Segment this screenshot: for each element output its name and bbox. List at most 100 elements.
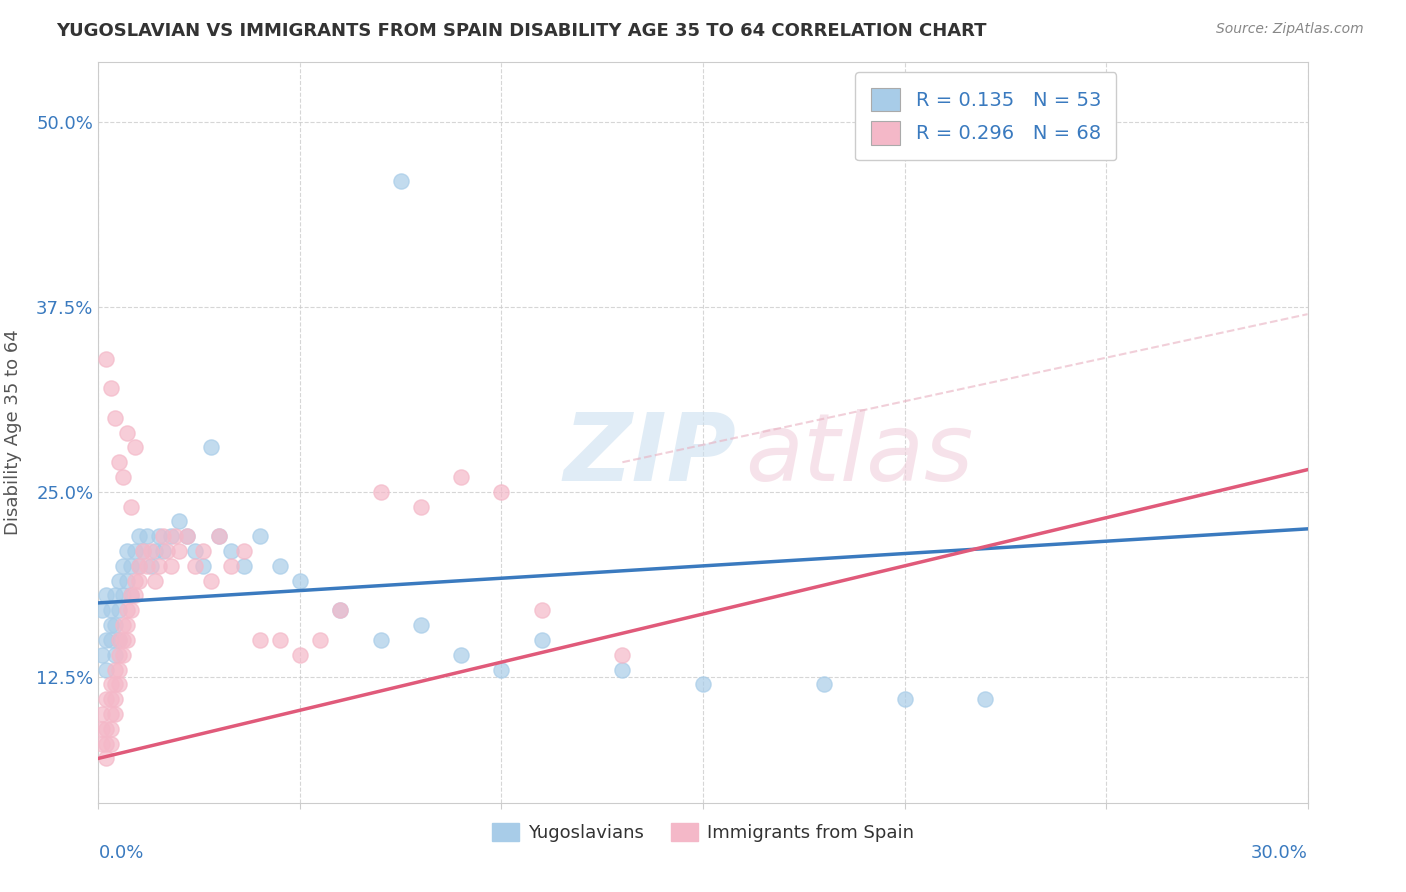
Point [132, 544, 155, 558]
Point [329, 603, 352, 617]
Text: ZIP: ZIP [564, 409, 737, 500]
Point [96, 663, 118, 677]
Point [389, 174, 412, 188]
Point [370, 484, 392, 499]
Point [491, 484, 513, 499]
Point [288, 574, 311, 588]
Point [103, 410, 125, 425]
Point [103, 663, 125, 677]
Point [249, 632, 271, 647]
Point [139, 544, 162, 558]
Legend: R = 0.135   N = 53, R = 0.296   N = 68: R = 0.135 N = 53, R = 0.296 N = 68 [855, 72, 1116, 161]
Point [103, 618, 125, 632]
Point [128, 529, 150, 543]
Point [612, 663, 634, 677]
Point [111, 618, 134, 632]
Point [167, 544, 190, 558]
Point [132, 544, 155, 558]
Point [208, 529, 231, 543]
Point [111, 648, 134, 662]
Point [124, 441, 146, 455]
Point [96, 632, 118, 647]
Point [176, 529, 198, 543]
Point [115, 618, 138, 632]
Point [124, 589, 146, 603]
Point [103, 692, 125, 706]
Point [135, 558, 157, 573]
Point [100, 706, 122, 721]
Point [612, 648, 634, 662]
Point [111, 470, 134, 484]
Point [107, 603, 129, 617]
Point [96, 751, 118, 765]
Point [309, 632, 332, 647]
Point [100, 618, 122, 632]
Point [91, 648, 114, 662]
Point [96, 737, 118, 751]
Point [221, 558, 243, 573]
Point [370, 632, 392, 647]
Point [232, 558, 254, 573]
Point [103, 677, 125, 691]
Point [530, 603, 553, 617]
Point [974, 692, 997, 706]
Point [96, 589, 118, 603]
Point [450, 648, 472, 662]
Point [893, 692, 915, 706]
Point [120, 603, 142, 617]
Point [163, 529, 186, 543]
Point [143, 574, 166, 588]
Point [160, 558, 183, 573]
Point [269, 558, 291, 573]
Point [107, 632, 129, 647]
Point [167, 515, 190, 529]
Point [100, 722, 122, 736]
Y-axis label: Disability Age 35 to 64: Disability Age 35 to 64 [4, 330, 22, 535]
Point [100, 632, 122, 647]
Point [200, 574, 222, 588]
Point [96, 351, 118, 366]
Point [152, 544, 174, 558]
Point [115, 574, 138, 588]
Point [100, 677, 122, 691]
Point [128, 574, 150, 588]
Point [103, 589, 125, 603]
Point [232, 544, 254, 558]
Point [184, 544, 207, 558]
Point [269, 632, 291, 647]
Point [107, 663, 129, 677]
Point [96, 722, 118, 736]
Point [208, 529, 231, 543]
Point [91, 706, 114, 721]
Point [193, 558, 215, 573]
Point [221, 544, 243, 558]
Point [91, 603, 114, 617]
Point [160, 529, 183, 543]
Point [184, 558, 207, 573]
Point [107, 648, 129, 662]
Text: atlas: atlas [745, 409, 973, 500]
Text: 0.0%: 0.0% [98, 844, 143, 862]
Point [193, 544, 215, 558]
Point [107, 574, 129, 588]
Point [115, 632, 138, 647]
Point [91, 722, 114, 736]
Point [103, 648, 125, 662]
Point [124, 574, 146, 588]
Point [450, 470, 472, 484]
Point [100, 381, 122, 395]
Point [135, 529, 157, 543]
Point [111, 589, 134, 603]
Point [107, 632, 129, 647]
Point [111, 558, 134, 573]
Point [143, 544, 166, 558]
Point [120, 558, 142, 573]
Point [100, 603, 122, 617]
Point [139, 558, 162, 573]
Point [100, 737, 122, 751]
Text: Source: ZipAtlas.com: Source: ZipAtlas.com [1216, 22, 1364, 37]
Point [152, 529, 174, 543]
Point [115, 425, 138, 440]
Point [115, 603, 138, 617]
Point [530, 632, 553, 647]
